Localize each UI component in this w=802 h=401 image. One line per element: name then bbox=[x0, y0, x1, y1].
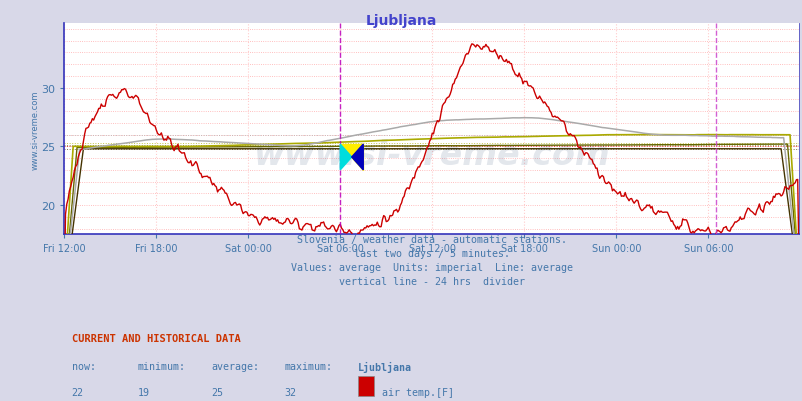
Text: 19: 19 bbox=[138, 387, 149, 397]
Text: CURRENT AND HISTORICAL DATA: CURRENT AND HISTORICAL DATA bbox=[71, 333, 240, 343]
Text: Ljubljana: Ljubljana bbox=[358, 361, 411, 373]
Polygon shape bbox=[340, 145, 351, 170]
Text: now:: now: bbox=[71, 361, 95, 371]
Polygon shape bbox=[340, 145, 363, 170]
Text: average:: average: bbox=[211, 361, 259, 371]
Bar bbox=[358, 376, 374, 396]
Polygon shape bbox=[351, 145, 363, 170]
Text: minimum:: minimum: bbox=[138, 361, 185, 371]
Text: 32: 32 bbox=[284, 387, 296, 397]
Text: air temp.[F]: air temp.[F] bbox=[381, 387, 453, 397]
Text: Slovenia / weather data - automatic stations.
last two days / 5 minutes.
Values:: Slovenia / weather data - automatic stat… bbox=[290, 235, 572, 287]
Text: 22: 22 bbox=[71, 387, 83, 397]
Y-axis label: www.si-vreme.com: www.si-vreme.com bbox=[30, 90, 39, 169]
Text: Ljubljana: Ljubljana bbox=[366, 14, 436, 28]
Text: maximum:: maximum: bbox=[284, 361, 332, 371]
Text: 25: 25 bbox=[211, 387, 223, 397]
Text: www.si-vreme.com: www.si-vreme.com bbox=[253, 138, 610, 171]
